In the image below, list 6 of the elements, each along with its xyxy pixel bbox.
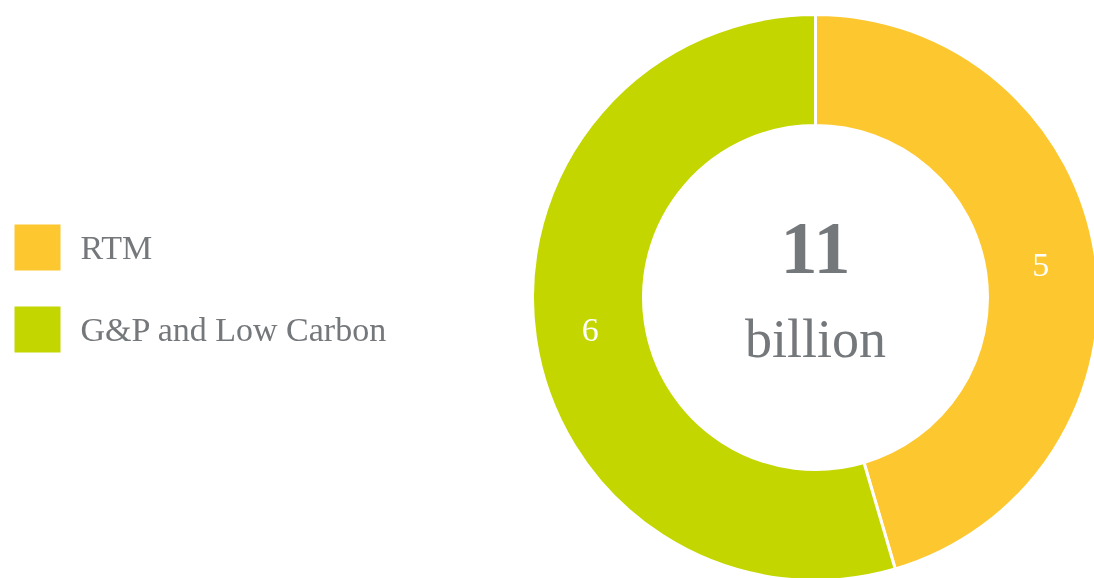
- data-label: 5: [1032, 246, 1050, 284]
- legend-label: RTM: [80, 229, 153, 266]
- data-label: 6: [581, 310, 599, 348]
- text: 11: [780, 207, 851, 289]
- text: billion: [744, 308, 887, 369]
- legend-label: G&P and Low Carbon: [80, 311, 387, 348]
